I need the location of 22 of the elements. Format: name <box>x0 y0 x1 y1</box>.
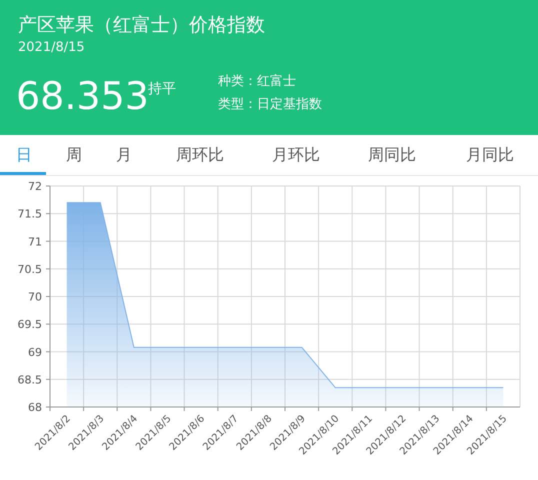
text: 种类：红富士 <box>218 73 296 90</box>
text: 日 <box>16 145 32 166</box>
text: 月同比 <box>466 145 514 166</box>
y-tick-label: 68.5 <box>18 373 42 386</box>
y-tick-label: 71 <box>28 235 42 248</box>
chart-title: 产区苹果（红富士）价格指数 <box>18 13 265 38</box>
text: 持平 <box>148 80 176 98</box>
chart-subtitle: 2021/8/15 <box>18 40 85 55</box>
y-tick-label: 72 <box>28 180 42 193</box>
y-tick-label: 68 <box>28 401 42 414</box>
y-tick-label: 70 <box>28 290 42 304</box>
text: 月 <box>116 145 132 166</box>
y-tick-label: 71.5 <box>18 208 42 221</box>
text: 周环比 <box>176 145 224 166</box>
y-tick-label: 69.5 <box>18 318 42 332</box>
y-tick-label: 70.5 <box>18 262 42 276</box>
text: 周同比 <box>368 145 416 166</box>
text: 周 <box>66 145 82 166</box>
text: 68.353 <box>16 74 149 118</box>
y-tick-label: 69 <box>28 346 42 359</box>
text: 类型：日定基指数 <box>218 96 322 113</box>
text: 月环比 <box>272 145 320 166</box>
